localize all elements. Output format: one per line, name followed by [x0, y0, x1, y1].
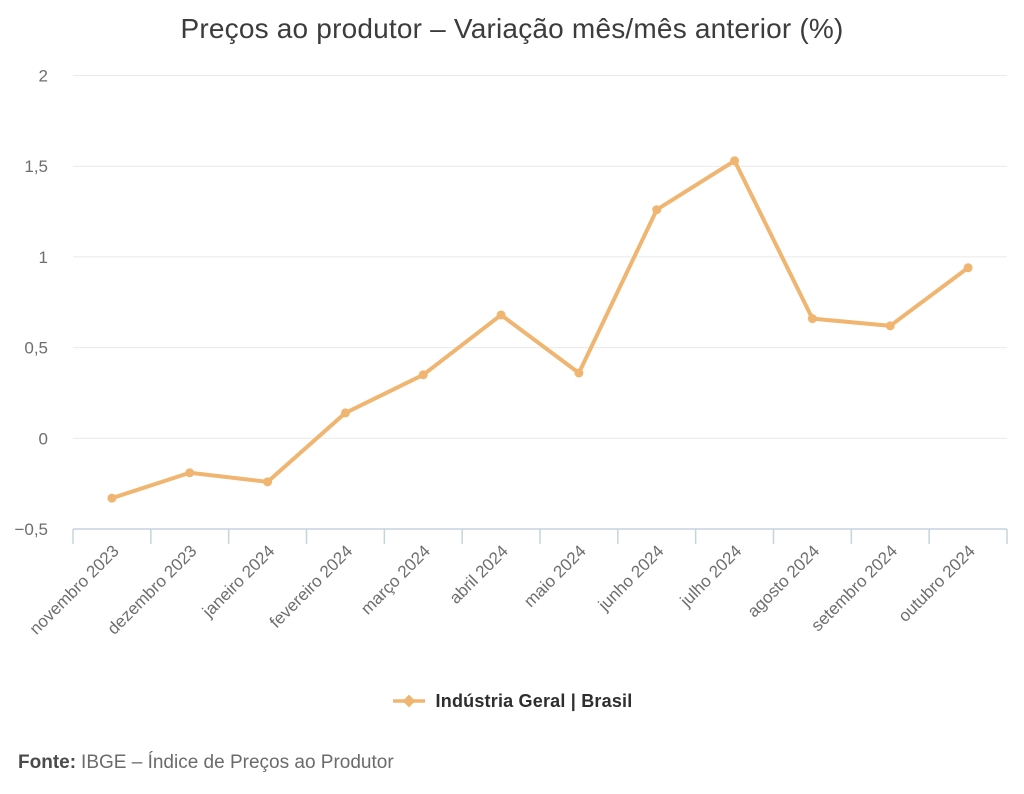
y-axis-tick-label: 2	[39, 67, 48, 86]
data-point-marker	[652, 205, 662, 215]
series-line	[109, 158, 971, 501]
data-point-marker	[496, 310, 506, 320]
data-point-marker	[263, 477, 273, 487]
y-axis-tick-label: 1,5	[24, 157, 48, 176]
x-axis-tick-label: agosto 2024	[744, 541, 824, 621]
data-point-marker	[807, 314, 817, 324]
data-point-marker	[185, 468, 195, 478]
footer-source-text: IBGE – Índice de Preços ao Produtor	[81, 752, 394, 773]
data-point-marker	[885, 321, 895, 331]
x-axis-tick-label: julho 2024	[676, 541, 746, 611]
legend: Indústria Geral | Brasil	[0, 689, 1024, 713]
footer-source-prefix: Fonte:	[18, 752, 77, 773]
y-axis-tick-label: 1	[39, 248, 48, 267]
data-point-marker	[963, 263, 973, 273]
x-axis-tick-label: junho 2024	[594, 541, 668, 615]
x-axis-tick-label: maio 2024	[520, 541, 590, 611]
chart-title: Preços ao produtor – Variação mês/mês an…	[180, 13, 844, 44]
data-point-marker	[107, 493, 117, 503]
x-axis-tick-label: outubro 2024	[895, 541, 979, 625]
legend-diamond-icon	[402, 694, 415, 708]
legend-series-marker-icon	[392, 694, 425, 708]
x-axis-tick-label: janeiro 2024	[198, 541, 278, 621]
x-axis-tick-label: abril 2024	[446, 541, 512, 607]
y-axis-tick-label: −0,5	[14, 520, 48, 539]
footer-source: Fonte: IBGE – Índice de Preços ao Produto…	[18, 752, 394, 775]
legend-label: Indústria Geral | Brasil	[435, 690, 633, 711]
y-axis-tick-label: 0	[39, 429, 48, 448]
x-axis-tick-label: fevereiro 2024	[266, 541, 356, 631]
data-point-marker	[574, 368, 584, 378]
data-point-marker	[340, 408, 350, 418]
data-point-marker	[418, 370, 428, 380]
data-point-marker	[730, 156, 740, 166]
x-axis-tick-label: março 2024	[357, 541, 434, 618]
y-axis-tick-label: 0,5	[24, 339, 48, 358]
